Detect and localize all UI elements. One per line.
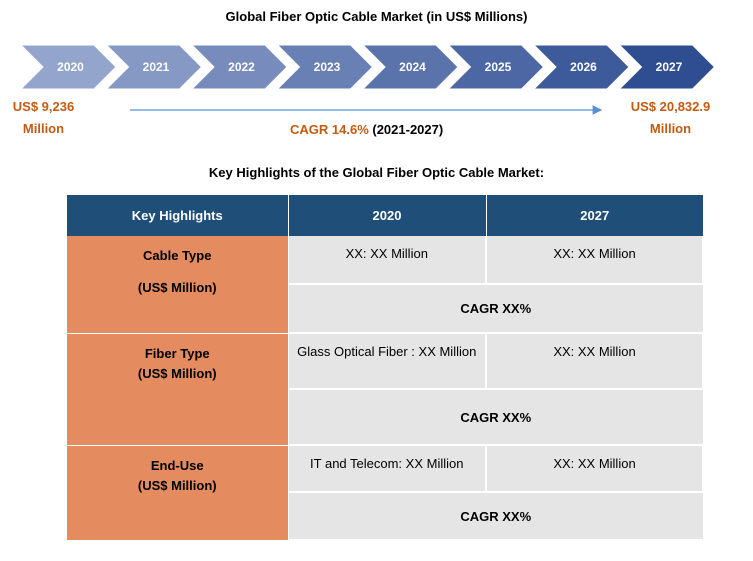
table-row: Cable Type (US$ Million) XX: XX Million … [67,236,704,334]
timeline-chevron-2020 [19,44,117,90]
timeline-year-label: 2021 [143,60,170,74]
category-unit: (US$ Million) [137,365,217,381]
timeline-chevron-2023 [276,44,374,90]
value-2027-cell: XX: XX Million [486,333,704,390]
timeline-chevron-2026 [532,44,630,90]
value-2027-cell: XX: XX Million [486,445,704,493]
timeline-year-label: 2027 [656,60,683,74]
category-cell: End-Use (US$ Million) [67,445,289,541]
header-2020: 2020 [288,195,487,236]
value-2020-cell: Glass Optical Fiber : XX Million [288,333,487,390]
chart-title: Global Fiber Optic Cable Market (in US$ … [225,9,528,24]
value-2027-cell: XX: XX Million [486,236,704,285]
timeline-chevron-2025 [447,44,545,90]
cagr-annotation: CAGR 14.6% (2021-2027) [290,122,443,137]
category-unit: (US$ Million) [137,477,217,493]
start-value: US$ 9,236 [12,99,75,114]
table-row: Fiber Type (US$ Million) Glass Optical F… [67,333,704,446]
header-key-highlights: Key Highlights [67,195,289,236]
cagr-cell: CAGR XX% [288,284,703,334]
highlights-table: Key Highlights 2020 2027 Cable Type (US$… [67,195,704,541]
value-2020-cell: XX: XX Million [288,236,487,285]
cagr-cell: CAGR XX% [288,492,703,541]
category-cell: Fiber Type (US$ Million) [67,333,289,446]
end-unit: Million [649,121,692,136]
timeline-year-label: 2020 [57,60,84,74]
cagr-cell: CAGR XX% [288,389,703,446]
timeline-year-label: 2022 [228,60,255,74]
start-value-label: US$ 9,236 Million [11,96,76,140]
timeline-chevron-2024 [361,44,459,90]
timeline-year-label: 2025 [485,60,512,74]
table-row: CAGR XX% [67,284,703,334]
table-row: End-Use (US$ Million) IT and Telecom: XX… [67,445,704,541]
category-label: End-Use [150,457,204,473]
timeline-chart: 2020 2021 2022 2023 2024 2025 2026 2027 [19,44,716,115]
end-value: US$ 20,832.9 [630,99,711,114]
timeline-year-label: 2023 [314,60,341,74]
highlights-title: Key Highlights of the Global Fiber Optic… [208,165,545,180]
table-row: CAGR XX% [67,492,703,541]
category-label: Fiber Type [144,345,210,361]
end-value-label: US$ 20,832.9 Million [628,96,713,140]
category-cell: Cable Type (US$ Million) [67,236,289,334]
category-label: Cable Type [143,248,212,263]
timeline-year-label: 2024 [399,60,426,74]
table-header-row: Key Highlights 2020 2027 [67,195,703,236]
header-2027: 2027 [486,195,703,236]
timeline-chevron-2027 [618,44,716,90]
table-row: CAGR XX% [67,389,703,446]
timeline-chevron-2022 [190,44,288,90]
category-unit: (US$ Million) [137,280,217,295]
timeline-year-label: 2026 [570,60,597,74]
cagr-value: CAGR 14.6% [290,122,369,137]
timeline-chevron-2021 [105,44,203,90]
value-2020-cell: IT and Telecom: XX Million [288,445,487,493]
start-unit: Million [22,121,65,136]
cagr-range: (2021-2027) [372,122,444,137]
